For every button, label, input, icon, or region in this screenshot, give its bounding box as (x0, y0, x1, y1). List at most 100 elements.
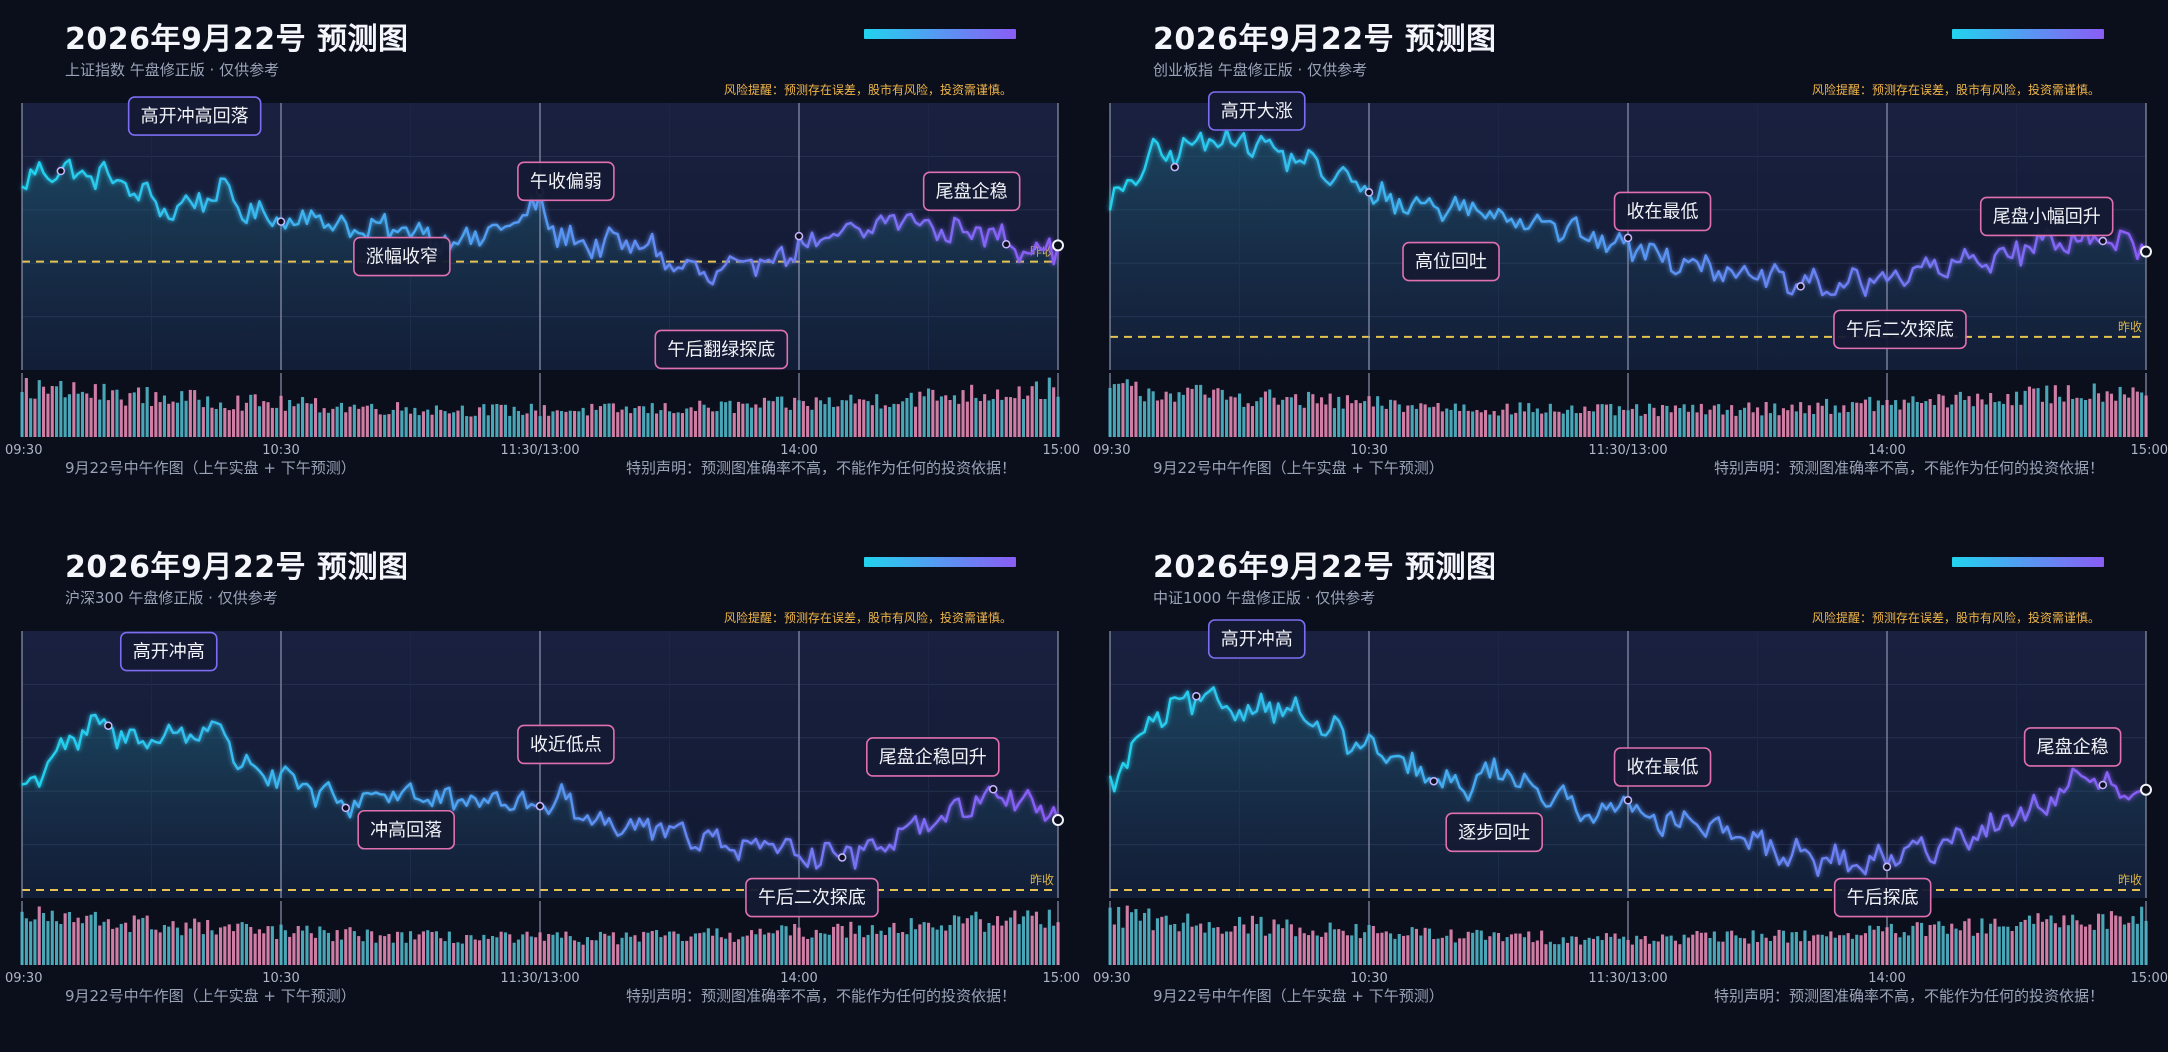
volume-bar (1367, 925, 1371, 965)
volume-bar (1272, 919, 1276, 965)
volume-bar (2114, 915, 2118, 965)
volume-bar (378, 935, 382, 965)
volume-bar (633, 408, 637, 437)
volume-bar (1177, 931, 1181, 965)
volume-bar (1695, 931, 1699, 965)
volume-bar (460, 405, 464, 437)
volume-bar (810, 937, 814, 965)
volume-bar (150, 406, 154, 437)
volume-bar (1298, 927, 1302, 965)
volume-bar (201, 407, 205, 437)
volume-bar (2122, 924, 2126, 965)
volume-bar (1492, 932, 1496, 965)
volume-bar (223, 408, 227, 437)
accent-gradient-bar (1952, 29, 2104, 39)
volume-bar (1648, 403, 1652, 437)
volume-bar (1868, 925, 1872, 965)
volume-bar (542, 405, 546, 437)
volume-bar (2101, 401, 2105, 437)
volume-bar (1915, 402, 1919, 437)
x-tick-label: 11:30/13:00 (500, 443, 579, 458)
volume-bar (244, 924, 248, 965)
volume-bar (253, 933, 257, 965)
volume-bar (141, 403, 145, 437)
volume-bar (965, 918, 969, 965)
volume-bar (616, 412, 620, 437)
volume-bar (629, 936, 633, 965)
volume-bar (1695, 412, 1699, 437)
annotation-box (1613, 191, 1712, 232)
volume-bar (1134, 909, 1138, 965)
volume-bar (819, 400, 823, 437)
volume-bar (1117, 907, 1121, 965)
volume-bar (1902, 399, 1906, 437)
volume-bar (1190, 388, 1194, 437)
x-tick-label: 09:30 (5, 971, 42, 986)
volume-bar (1535, 940, 1539, 965)
volume-bar (529, 936, 533, 965)
volume-bar (1518, 402, 1522, 437)
annotation-dot (1623, 233, 1633, 243)
volume-bar (1850, 938, 1854, 965)
volume-bar (1876, 926, 1880, 965)
annotation-dot (1429, 776, 1438, 786)
volume-bar (1790, 404, 1794, 437)
volume-bar (1138, 920, 1142, 965)
volume-bar (646, 932, 650, 965)
annotation-dot (341, 803, 350, 813)
volume-bar (257, 929, 261, 965)
volume-bar (750, 930, 754, 965)
volume-bar (1989, 923, 1993, 965)
volume-bar (197, 399, 201, 437)
volume-bar (1497, 415, 1501, 437)
volume-bar (551, 411, 555, 437)
volume-bar (1285, 919, 1289, 965)
volume-bar (866, 401, 870, 437)
volume-bar (482, 404, 486, 437)
volume-bar (184, 400, 188, 437)
volume-bar (957, 403, 961, 437)
panel-title: 2026年9月22号 预测图 (65, 550, 409, 585)
volume-bar (780, 925, 784, 965)
risk-warning: 风险提醒：预测存在误差，股市有风险，投资需谨慎。 (723, 83, 1012, 97)
volume-bar (1281, 928, 1285, 965)
volume-bar (1371, 406, 1375, 437)
volume-bar (1613, 415, 1617, 437)
volume-bar (439, 409, 443, 437)
volume-bar (232, 409, 236, 437)
volume-bar (210, 407, 214, 437)
annotation-label: 收近低点 (530, 734, 602, 755)
volume-bar (620, 937, 624, 965)
volume-bar (1557, 944, 1561, 965)
panel-title: 2026年9月22号 预测图 (1153, 550, 1497, 585)
volume-bar (1130, 385, 1134, 437)
volume-bar (132, 392, 136, 437)
volume-bar (1203, 932, 1207, 965)
volume-bar (240, 410, 244, 437)
volume-bar (1229, 396, 1233, 437)
volume-bar (1345, 395, 1349, 437)
volume-bar (892, 403, 896, 437)
volume-bar (1380, 932, 1384, 965)
volume-bar (1980, 918, 1984, 965)
volume-bar (1730, 405, 1734, 437)
annotation-label: 午后二次探底 (1846, 319, 1954, 340)
volume-bar (1004, 920, 1008, 965)
volume-bar (771, 401, 775, 437)
volume-bar (111, 390, 115, 437)
volume-bar (1052, 925, 1056, 965)
volume-bar (1052, 387, 1056, 437)
volume-bar (1820, 405, 1824, 437)
volume-bar (1656, 416, 1660, 437)
volume-bar (1147, 388, 1151, 437)
volume-bar (1609, 936, 1613, 965)
annotation-box (1833, 309, 1967, 350)
volume-bar (478, 407, 482, 437)
annotation-label: 午收偏弱 (530, 171, 602, 192)
volume-bar (758, 928, 762, 965)
annotation-box (654, 329, 789, 370)
volume-bar (188, 928, 192, 965)
volume-bar (1056, 922, 1060, 965)
volume-bar (797, 400, 801, 437)
volume-bar (685, 940, 689, 965)
